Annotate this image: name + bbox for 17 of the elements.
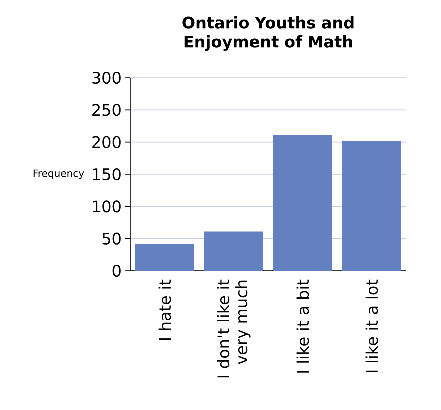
chart-title: Ontario Youths and Enjoyment of Math — [182, 16, 354, 52]
y-tick-label: 0 — [112, 264, 121, 278]
y-tick-label: 300 — [92, 72, 121, 84]
x-tick-label: I don't like it very much — [217, 280, 251, 378]
y-tick-label: 200 — [92, 136, 121, 148]
x-tick-label: I like it a bit — [296, 280, 310, 373]
bar — [204, 232, 264, 272]
bar — [274, 135, 332, 272]
y-axis-title: Frequency — [34, 170, 84, 180]
y-tick-label: 250 — [92, 104, 121, 116]
y-tick-label: 100 — [93, 200, 121, 213]
bar — [136, 244, 194, 272]
y-tick-label: 150 — [93, 168, 121, 181]
y-tick-label: 50 — [102, 232, 121, 245]
x-tick-label: I like it a lot — [366, 280, 378, 372]
x-tick-label: I hate it — [158, 280, 172, 340]
bar — [342, 141, 402, 272]
